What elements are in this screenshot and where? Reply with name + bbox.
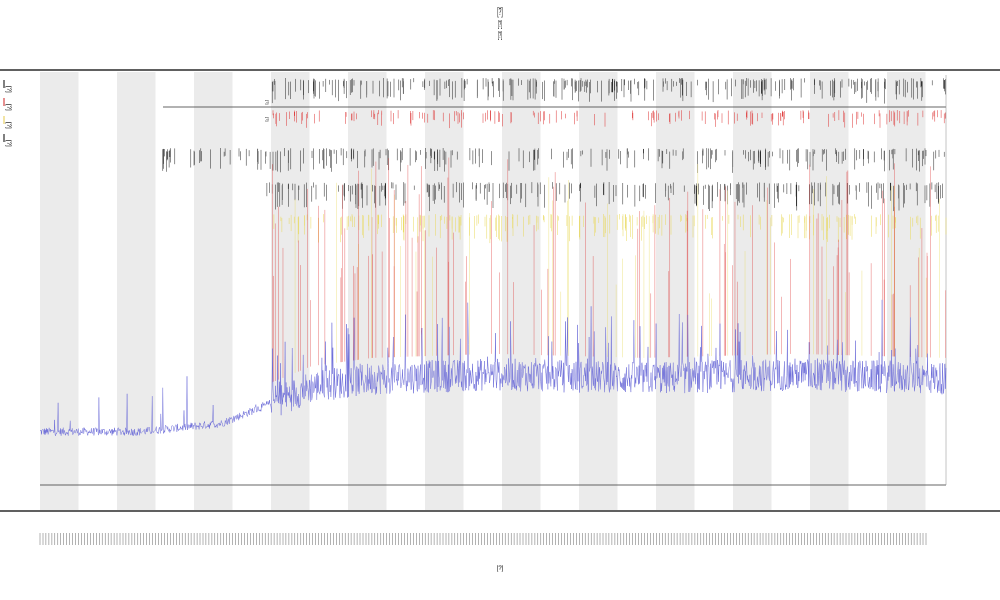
- legend-label: [?]: [5, 104, 11, 111]
- legend-label: [?]: [5, 86, 11, 93]
- chart-subtitle-1: [?]: [497, 19, 503, 29]
- legend-label: [?]: [5, 122, 11, 129]
- annotation-row2: [?]: [265, 117, 270, 121]
- spike-lines: [272, 157, 947, 383]
- signal-series-line: [39, 299, 947, 437]
- shaded-band: [425, 72, 464, 510]
- legend-label: [?]: [5, 140, 11, 147]
- shaded-band: [271, 72, 310, 510]
- shaded-band: [579, 72, 618, 510]
- annotation-row1: [?]: [265, 100, 270, 104]
- shaded-band: [656, 72, 695, 510]
- x-axis-label: [?]: [496, 566, 504, 572]
- shaded-band: [40, 72, 79, 510]
- shaded-band: [117, 72, 156, 510]
- shaded-band: [348, 72, 387, 510]
- x-tick-labels: [39, 533, 927, 545]
- chart-subtitle-2: [?]: [497, 30, 503, 40]
- legend: [?] [?] [?] [?]: [3, 80, 11, 147]
- chart-title: [?]: [497, 6, 503, 18]
- shaded-band: [194, 72, 233, 510]
- annotation: [?] [?]: [265, 100, 270, 121]
- shaded-band: [887, 72, 926, 510]
- chart-titles: [?] [?] [?]: [0, 6, 1000, 41]
- shaded-band: [810, 72, 849, 510]
- event-markers: [162, 78, 947, 244]
- shaded-bands: [40, 72, 926, 510]
